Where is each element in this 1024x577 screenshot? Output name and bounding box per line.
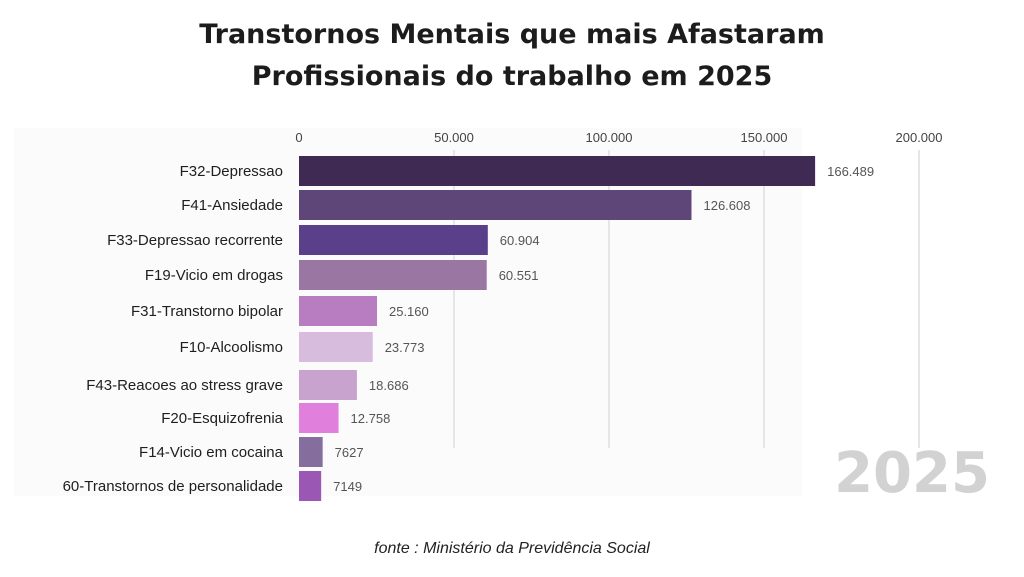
bar [299, 370, 357, 400]
category-label: F32-Depressao [180, 163, 283, 180]
x-tick-label: 100.000 [586, 130, 633, 145]
category-label: F41-Ansiedade [181, 197, 283, 214]
bar [299, 471, 322, 501]
category-label: F19-Vicio em drogas [145, 267, 283, 284]
x-tick-label: 200.000 [896, 130, 943, 145]
chart-title: Transtornos Mentais que mais Afastaram P… [0, 14, 1024, 98]
value-label: 166.489 [827, 164, 874, 179]
value-label: 25.160 [389, 304, 429, 319]
bar [299, 437, 323, 467]
x-tick-label: 50.000 [434, 130, 474, 145]
year-watermark: 2025 [834, 441, 990, 506]
title-line-1: Transtornos Mentais que mais Afastaram [199, 19, 825, 50]
title-line-2: Profissionais do trabalho em 2025 [251, 61, 773, 92]
value-label: 23.773 [385, 340, 425, 355]
value-label: 60.904 [500, 233, 540, 248]
value-label: 7149 [333, 479, 362, 494]
category-label: F33-Depressao recorrente [107, 232, 283, 249]
source-caption: fonte : Ministério da Previdência Social [374, 540, 650, 557]
value-label: 126.608 [703, 198, 750, 213]
category-label: F43-Reacoes ao stress grave [86, 377, 283, 394]
bar [299, 332, 373, 362]
category-label: 60-Transtornos de personalidade [63, 478, 283, 495]
plot-background [14, 128, 802, 496]
category-label: F10-Alcoolismo [180, 339, 283, 356]
value-label: 18.686 [369, 378, 409, 393]
bar [299, 403, 339, 433]
category-label: F31-Transtorno bipolar [131, 303, 283, 320]
bar [299, 296, 377, 326]
x-tick-label: 150.000 [741, 130, 788, 145]
value-label: 7627 [335, 445, 364, 460]
x-tick-label: 0 [295, 130, 302, 145]
category-label: F20-Esquizofrenia [161, 410, 283, 427]
bar [299, 156, 816, 186]
category-label: F14-Vicio em cocaina [139, 444, 284, 461]
bar [299, 190, 692, 220]
bar [299, 260, 487, 290]
bar [299, 225, 488, 255]
value-label: 12.758 [351, 411, 391, 426]
value-label: 60.551 [499, 268, 539, 283]
